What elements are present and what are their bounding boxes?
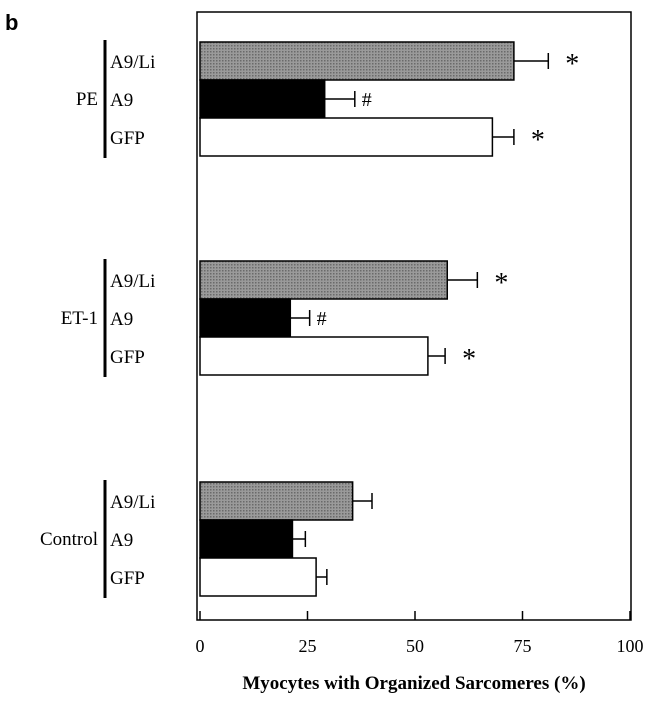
- bar: [199, 298, 292, 338]
- group-label: PE: [76, 89, 98, 110]
- panel-label: b: [5, 10, 18, 35]
- bar: [199, 481, 354, 521]
- x-tick-label: 0: [196, 636, 205, 656]
- bar: [199, 519, 294, 559]
- x-axis-ticks: 0 25 50 75 100: [196, 611, 644, 656]
- x-tick-label: 50: [406, 636, 424, 656]
- bar-label: A9: [110, 309, 133, 330]
- group-label: ET-1: [61, 308, 98, 329]
- significance-marker: *: [531, 125, 545, 156]
- bar: [199, 336, 429, 376]
- bar-label: GFP: [110, 347, 145, 368]
- significance-marker: #: [362, 89, 372, 111]
- bar-label: A9/Li: [110, 492, 155, 513]
- significance-marker: #: [317, 308, 327, 330]
- group-label: Control: [40, 529, 98, 550]
- bar-label: A9: [110, 90, 133, 111]
- x-tick-label: 25: [299, 636, 317, 656]
- labels-layer: PE A9/Li A9 GFP ET-1 A9/Li A9 GFP Control A9/Li A9…: [40, 40, 155, 598]
- x-tick-label: 100: [617, 636, 644, 656]
- significance-marker: *: [494, 268, 508, 299]
- bar: [199, 117, 494, 157]
- bar: [199, 260, 448, 300]
- bar-label: A9: [110, 530, 133, 551]
- bar-label: GFP: [110, 128, 145, 149]
- significance-marker: *: [565, 49, 579, 80]
- bars-layer: * # * * # *: [199, 41, 579, 597]
- bar: [199, 79, 326, 119]
- significance-marker: *: [462, 344, 476, 375]
- x-tick-label: 75: [514, 636, 532, 656]
- plot-frame: [196, 11, 632, 621]
- bar-label: A9/Li: [110, 52, 155, 73]
- bar: [199, 41, 515, 81]
- bar-label: GFP: [110, 568, 145, 589]
- x-axis-label: Myocytes with Organized Sarcomeres (%): [242, 673, 585, 694]
- bar-label: A9/Li: [110, 271, 155, 292]
- bar: [199, 557, 317, 597]
